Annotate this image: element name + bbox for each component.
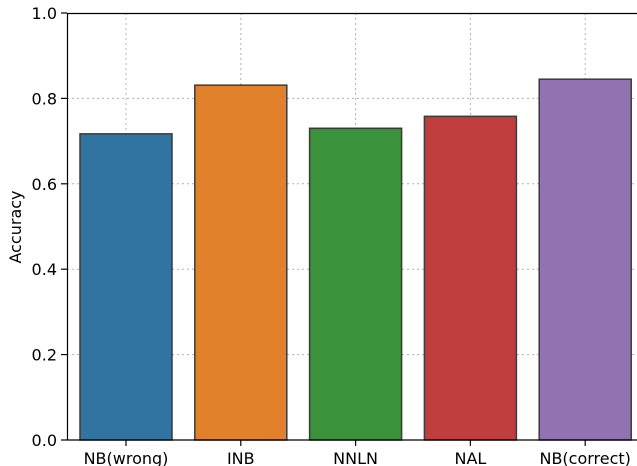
bars: [79, 78, 632, 441]
y-ticks: 0.0 0.2 0.4 0.6 0.8 1.0: [32, 4, 67, 450]
bar-nb-wrong: [79, 133, 173, 441]
x-tick-label: NB(correct): [539, 449, 630, 466]
bar-inb: [194, 84, 288, 441]
bar-nb-correct: [538, 78, 632, 441]
y-tick-label: 0.0: [32, 431, 57, 450]
y-tick-label: 0.4: [32, 260, 57, 279]
bar-nnln: [308, 127, 403, 441]
y-axis-title: Accuracy: [6, 190, 25, 263]
y-tick-label: 0.8: [32, 89, 57, 108]
x-tick-label: NB(wrong): [84, 449, 169, 466]
x-tick-label: NNLN: [333, 449, 378, 466]
x-ticks: NB(wrong) INB NNLN NAL NB(correct): [84, 440, 631, 466]
x-tick-label: INB: [227, 449, 255, 466]
y-tick-label: 0.6: [32, 175, 57, 194]
y-tick-label: 1.0: [32, 4, 57, 23]
axes: [66, 12, 637, 441]
y-tick-label: 0.2: [32, 346, 57, 365]
x-tick-label: NAL: [454, 449, 486, 466]
bar-nal: [423, 115, 518, 441]
